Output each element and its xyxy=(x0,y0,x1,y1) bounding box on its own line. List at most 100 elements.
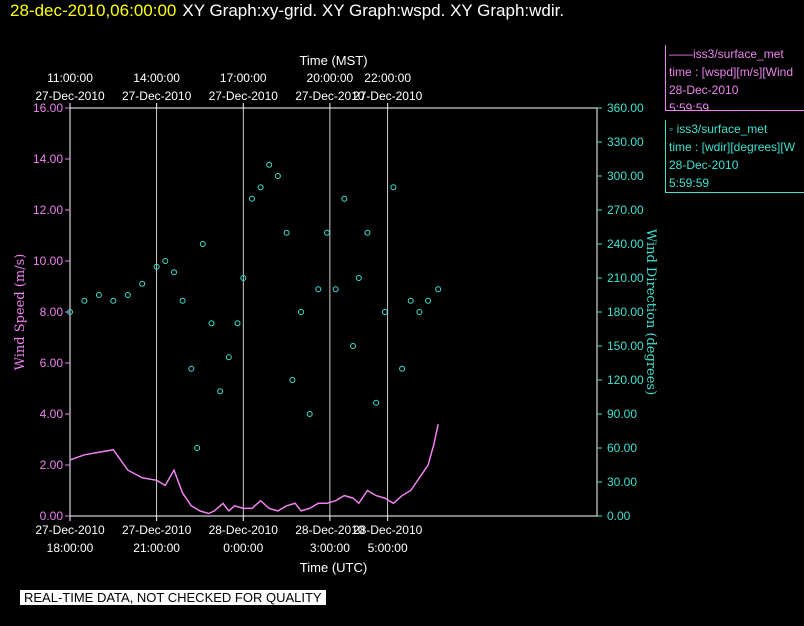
x-tick-label-top-time: 14:00:00 xyxy=(133,71,180,85)
wdir-point xyxy=(248,195,255,202)
y-axis-title-right: Wind Direction (degrees) xyxy=(643,229,658,395)
x-axis-title-top: Time (MST) xyxy=(299,53,367,68)
wdir-point xyxy=(110,297,117,304)
wdir-point xyxy=(341,195,348,202)
x-tick-label-bottom-time: 18:00:00 xyxy=(47,541,94,555)
wdir-point xyxy=(217,388,224,395)
wdir-point xyxy=(324,229,330,236)
wdir-point xyxy=(381,309,388,315)
legend-wspd-time: 5:59:59 xyxy=(669,101,710,111)
y-tick-label-right: 120.00 xyxy=(607,373,644,387)
x-tick-label-bottom-date: 28-Dec-2010 xyxy=(295,523,365,537)
wdir-point xyxy=(240,275,247,281)
legend-wspd-date: 28-Dec-2010 xyxy=(669,83,739,97)
y-tick-label-left: 0.00 xyxy=(40,509,64,523)
wdir-point xyxy=(350,343,356,349)
wdir-point xyxy=(67,309,73,315)
y-tick-label-right: 180.00 xyxy=(607,305,644,319)
wdir-point xyxy=(399,365,406,372)
wdir-point xyxy=(199,241,206,247)
wdir-point xyxy=(355,275,362,281)
x-tick-label-top-date: 27-Dec-2010 xyxy=(353,89,423,103)
wspd-line xyxy=(69,424,439,515)
x-tick-label-top-time: 11:00:00 xyxy=(47,71,93,85)
wdir-point xyxy=(390,184,397,191)
y-tick-label-left: 14.00 xyxy=(33,152,63,166)
legend-wspd-field: time : [wspd][m/s][Wind xyxy=(669,65,794,79)
title-graphs: XY Graph:xy-grid. XY Graph:wspd. XY Grap… xyxy=(182,1,565,20)
wdir-point xyxy=(435,286,442,293)
wdir-point xyxy=(298,309,304,315)
wdir-point xyxy=(225,354,232,361)
legend-wspd-series: ——iss3/surface_met xyxy=(669,47,784,61)
wdir-point xyxy=(208,320,215,327)
wdir-point xyxy=(283,229,290,236)
wdir-point xyxy=(289,377,296,383)
wdir-point xyxy=(234,320,241,327)
y-tick-label-left: 12.00 xyxy=(33,203,63,217)
legend-wdir: ◦ iss3/surface_met time : [wdir][degrees… xyxy=(665,120,804,193)
x-tick-label-top-date: 27-Dec-2010 xyxy=(209,89,279,103)
legend-wdir-time: 5:59:59 xyxy=(669,176,710,190)
legend-wspd: ——iss3/surface_met time : [wspd][m/s][Wi… xyxy=(665,45,804,111)
wdir-point xyxy=(416,309,423,315)
legend-wdir-series: ◦ iss3/surface_met xyxy=(669,122,768,136)
quality-note: REAL-TIME DATA, NOT CHECKED FOR QUALITY xyxy=(20,590,326,605)
x-axis-title-bottom: Time (UTC) xyxy=(300,560,367,575)
x-tick-label-top-date: 27-Dec-2010 xyxy=(295,89,365,103)
wdir-point xyxy=(364,229,371,236)
wdir-point xyxy=(315,286,322,293)
x-tick-label-bottom-time: 0:00:00 xyxy=(223,541,263,555)
wdir-point xyxy=(81,297,88,304)
x-tick-label-top-time: 17:00:00 xyxy=(220,71,267,85)
wdir-point xyxy=(407,297,414,304)
y-tick-label-right: 30.00 xyxy=(607,475,637,489)
legend-wdir-date: 28-Dec-2010 xyxy=(669,158,739,172)
wdir-point xyxy=(162,258,169,264)
chart-title: 28-dec-2010,06:00:00 XY Graph:xy-grid. XY… xyxy=(10,1,564,21)
y-tick-label-right: 60.00 xyxy=(607,441,637,455)
wdir-point xyxy=(257,184,264,191)
y-tick-label-left: 10.00 xyxy=(33,254,63,268)
wdir-point xyxy=(425,297,432,304)
y-tick-label-right: 210.00 xyxy=(607,271,644,285)
y-tick-label-right: 240.00 xyxy=(607,237,644,251)
y-tick-label-right: 330.00 xyxy=(607,135,644,149)
wdir-point xyxy=(266,161,273,168)
y-tick-label-right: 300.00 xyxy=(607,169,644,183)
wdir-point xyxy=(153,263,160,270)
y-axis-title-left: Wind Speed (m/s) xyxy=(13,254,28,371)
wdir-point xyxy=(194,445,201,451)
x-tick-label-bottom-date: 28-Dec-2010 xyxy=(209,523,279,537)
y-tick-label-left: 2.00 xyxy=(40,458,64,472)
wdir-point xyxy=(171,269,177,276)
y-tick-label-left: 4.00 xyxy=(40,407,64,421)
y-tick-label-right: 90.00 xyxy=(607,407,637,421)
x-tick-label-top-date: 27-Dec-2010 xyxy=(35,89,105,103)
title-time: 28-dec-2010,06:00:00 xyxy=(10,1,177,20)
x-tick-label-bottom-time: 5:00:00 xyxy=(368,541,408,555)
x-tick-label-bottom-date: 28-Dec-2010 xyxy=(353,523,423,537)
wdir-point xyxy=(306,411,313,417)
x-tick-label-bottom-time: 21:00:00 xyxy=(133,541,180,555)
wdir-point xyxy=(139,280,146,287)
x-tick-label-top-time: 20:00:00 xyxy=(307,71,354,85)
y-tick-label-right: 270.00 xyxy=(607,203,644,217)
x-tick-label-bottom-date: 27-Dec-2010 xyxy=(35,523,105,537)
x-tick-label-top-time: 22:00:00 xyxy=(364,71,411,85)
y-tick-label-left: 6.00 xyxy=(40,356,64,370)
y-tick-label-right: 0.00 xyxy=(607,509,631,523)
wdir-point xyxy=(373,399,380,406)
wdir-point xyxy=(332,286,339,293)
wdir-point xyxy=(179,297,186,304)
plot-frame xyxy=(69,107,598,517)
y-tick-label-left: 16.00 xyxy=(33,101,63,115)
wdir-point xyxy=(124,292,131,298)
x-tick-label-bottom-time: 3:00:00 xyxy=(310,541,350,555)
y-tick-label-left: 8.00 xyxy=(40,305,64,319)
x-tick-label-bottom-date: 27-Dec-2010 xyxy=(122,523,192,537)
y-tick-label-right: 150.00 xyxy=(607,339,644,353)
legend-wdir-field: time : [wdir][degrees][W xyxy=(669,140,796,154)
wdir-point xyxy=(188,365,195,372)
